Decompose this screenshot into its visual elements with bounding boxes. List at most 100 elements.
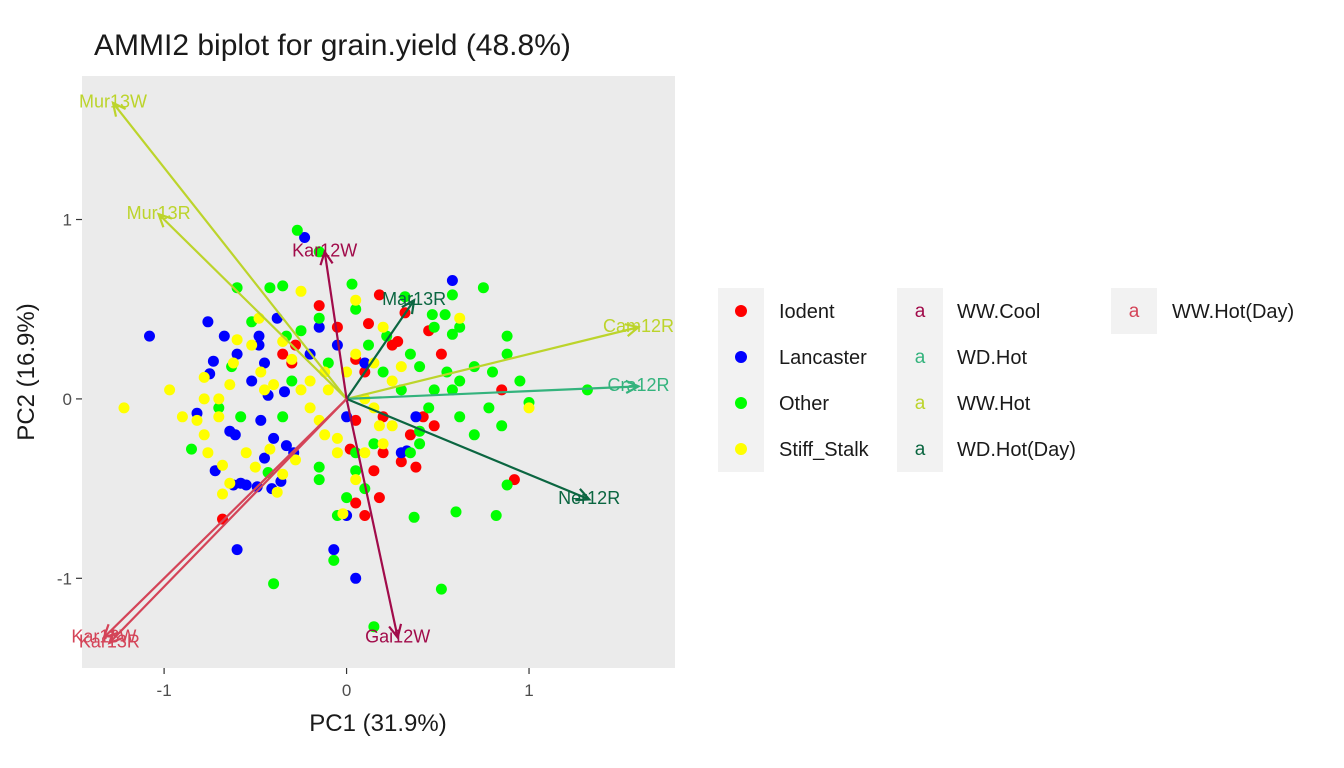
point-other-33 bbox=[408, 511, 420, 523]
point-other-53 bbox=[313, 312, 325, 324]
point-other-66 bbox=[414, 438, 426, 450]
point-stiff-stalk-2 bbox=[198, 371, 210, 383]
point-stiff-stalk-41 bbox=[454, 312, 466, 324]
point-stiff-stalk-43 bbox=[304, 375, 316, 387]
point-other-52 bbox=[295, 325, 307, 337]
point-lancaster-9 bbox=[259, 357, 270, 369]
point-stiff-stalk-51 bbox=[322, 384, 334, 396]
legend-key-other bbox=[735, 397, 747, 409]
vector-arrowhead-cra12r bbox=[625, 379, 642, 394]
point-other-39 bbox=[313, 474, 325, 486]
legend-key-wd-hot-day: a bbox=[915, 439, 926, 460]
legend-key-iodent bbox=[735, 305, 747, 317]
x-tick-label-1: 0 bbox=[342, 681, 351, 700]
point-stiff-stalk-47 bbox=[176, 411, 188, 423]
point-stiff-stalk-53 bbox=[259, 384, 270, 396]
point-iodent-11 bbox=[404, 429, 416, 441]
vector-label-mar13r: Mar13R bbox=[382, 289, 446, 309]
legend-label-ww-hot: WW.Hot bbox=[957, 393, 1031, 415]
vector-kar13r bbox=[108, 398, 348, 644]
vector-gai12w bbox=[345, 398, 399, 638]
vector-kar12w bbox=[323, 251, 348, 400]
point-stiff-stalk-11 bbox=[191, 414, 203, 426]
point-lancaster-17 bbox=[231, 544, 243, 556]
point-iodent-17 bbox=[350, 497, 362, 509]
point-iodent-7 bbox=[435, 348, 447, 360]
legend-label-ww-hot-day: WW.Hot(Day) bbox=[1172, 301, 1294, 323]
legend-label-other: Other bbox=[779, 393, 829, 415]
point-stiff-stalk-23 bbox=[331, 447, 343, 459]
vector-kar13w bbox=[103, 398, 348, 639]
vector-arrowhead-ner12r bbox=[575, 488, 592, 502]
point-iodent-5 bbox=[277, 348, 289, 360]
y-tick-label-0: -1 bbox=[57, 569, 72, 588]
point-stiff-stalk-21 bbox=[290, 454, 301, 466]
vector-arrowhead-mur13w bbox=[111, 100, 127, 117]
legend-key-wd-hot: a bbox=[915, 347, 926, 368]
point-lancaster-32 bbox=[253, 330, 265, 342]
point-other-35 bbox=[368, 621, 380, 633]
point-lancaster-18 bbox=[328, 544, 340, 556]
vector-arrowhead-mar13r bbox=[401, 298, 416, 315]
point-other-16 bbox=[501, 348, 513, 360]
point-other-27 bbox=[468, 429, 480, 441]
point-other-4 bbox=[277, 280, 289, 292]
point-lancaster-19 bbox=[350, 572, 362, 584]
legend-key-ww-hot-day: a bbox=[1129, 301, 1140, 322]
point-iodent-2 bbox=[373, 289, 385, 301]
point-other-36 bbox=[268, 578, 280, 590]
legend-label-lancaster: Lancaster bbox=[779, 347, 867, 369]
vector-arrowhead-gai12w bbox=[388, 623, 403, 640]
point-other-21 bbox=[446, 384, 458, 396]
point-stiff-stalk-6 bbox=[227, 357, 239, 369]
point-stiff-stalk-52 bbox=[213, 411, 225, 423]
point-stiff-stalk-13 bbox=[202, 447, 214, 459]
point-stiff-stalk-50 bbox=[304, 402, 316, 414]
point-stiff-stalk-8 bbox=[246, 339, 258, 351]
point-lancaster-3 bbox=[207, 355, 219, 367]
point-stiff-stalk-19 bbox=[271, 486, 283, 498]
vector-label-mur13w: Mur13W bbox=[79, 92, 147, 112]
point-stiff-stalk-31 bbox=[368, 357, 380, 369]
point-other-56 bbox=[363, 339, 374, 351]
legend: Iodent Lancaster Other Stiff_Stalk a WW.Cool a… bbox=[718, 288, 1294, 472]
point-lancaster-1 bbox=[202, 316, 214, 328]
point-iodent-14 bbox=[359, 510, 371, 521]
point-stiff-stalk-0 bbox=[118, 402, 130, 414]
point-stiff-stalk-17 bbox=[249, 461, 261, 473]
point-stiff-stalk-26 bbox=[359, 447, 371, 459]
y-tick-label-2: 1 bbox=[63, 211, 72, 230]
legend-genotype-key-bg bbox=[718, 288, 764, 472]
point-other-57 bbox=[381, 330, 393, 342]
point-other-45 bbox=[341, 492, 353, 504]
legend-label-iodent: Iodent bbox=[779, 301, 835, 323]
point-lancaster-23 bbox=[240, 479, 252, 491]
point-other-11 bbox=[477, 282, 489, 294]
point-stiff-stalk-5 bbox=[224, 379, 236, 391]
environment-vectors bbox=[102, 100, 642, 645]
y-axis-title: PC2 (16.9%) bbox=[13, 303, 40, 440]
x-tick-label-0: -1 bbox=[157, 681, 172, 700]
axis-ticks: -1 0 1 -1 0 1 bbox=[57, 211, 534, 700]
point-other-49 bbox=[235, 411, 247, 423]
point-stiff-stalk-15 bbox=[217, 488, 228, 500]
point-stiff-stalk-3 bbox=[198, 393, 210, 405]
point-other-29 bbox=[483, 402, 495, 414]
point-iodent-15 bbox=[373, 492, 385, 504]
legend-env-key-bg-1 bbox=[1111, 288, 1157, 334]
legend-label-wd-hot-day: WD.Hot(Day) bbox=[957, 439, 1076, 461]
point-iodent-10 bbox=[395, 456, 407, 468]
vector-label-kar12w: Kar12W bbox=[292, 241, 357, 261]
point-stiff-stalk-16 bbox=[224, 477, 236, 489]
point-iodent-13 bbox=[368, 465, 380, 477]
point-lancaster-13 bbox=[280, 440, 292, 452]
vector-arrowhead-kar13r bbox=[107, 629, 123, 645]
point-other-32 bbox=[450, 506, 462, 518]
point-stiff-stalk-24 bbox=[350, 474, 362, 486]
point-iodent-23 bbox=[386, 339, 398, 351]
vector-label-cra12r: Cra12R bbox=[607, 375, 669, 395]
point-stiff-stalk-4 bbox=[213, 393, 225, 405]
legend-label-stiff-stalk: Stiff_Stalk bbox=[779, 439, 870, 461]
point-stiff-stalk-18 bbox=[264, 443, 276, 455]
point-other-23 bbox=[423, 402, 435, 414]
